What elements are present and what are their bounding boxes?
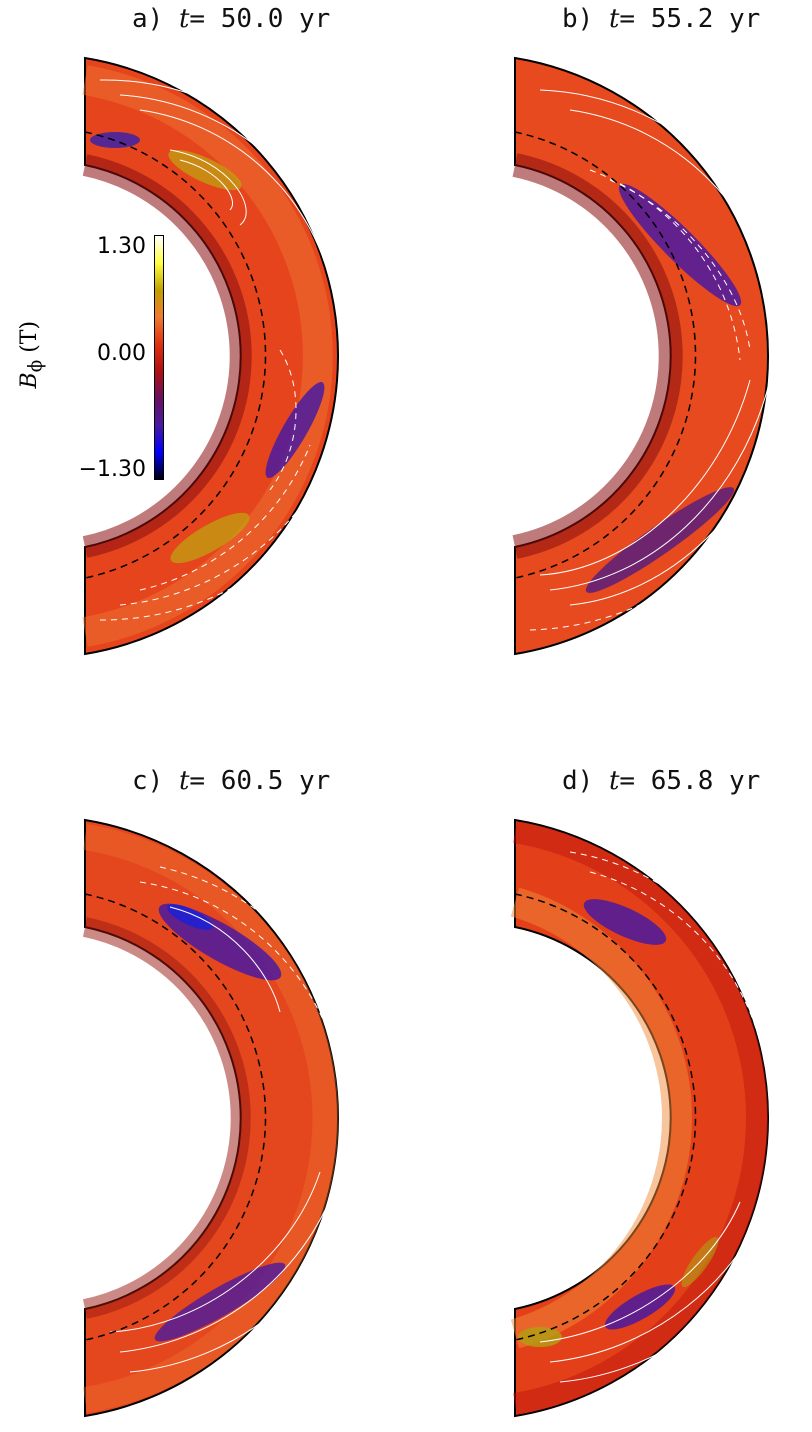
panel-b-value: = 55.2 yr — [619, 4, 761, 34]
panel-d-prefix: d) — [562, 766, 609, 796]
panel-c-feature-south — [154, 1262, 286, 1342]
panel-a-prefix: a) — [132, 4, 179, 34]
panel-c-outer-band — [82, 824, 339, 1413]
colorbar-title-unit: (T) — [17, 320, 43, 360]
colorbar-title: Bϕ (T) — [17, 321, 46, 389]
panel-c-contours — [109, 866, 361, 1373]
panel-b-prefix: b) — [562, 4, 609, 34]
panel-b-inner-band — [512, 153, 683, 559]
panel-a-inner-band — [82, 154, 252, 558]
panel-d-feature-north — [583, 899, 667, 945]
panel-b-feature-north — [618, 183, 742, 307]
panel-c-title: c) t= 60.5 yr — [132, 766, 330, 796]
panel-a-title: a) t= 50.0 yr — [132, 4, 330, 34]
colorbar-max-label: 1.30 — [97, 234, 146, 259]
panel-d-t: t — [608, 766, 620, 796]
panel-d-feature-yellow — [518, 1327, 562, 1347]
panel-b-feature-south — [585, 487, 735, 593]
panel-a-contours — [99, 79, 371, 621]
panel-b-t: t — [608, 4, 620, 34]
panel-a-feature-south — [170, 512, 250, 564]
panel-c-plot — [82, 818, 361, 1418]
colorbar — [154, 235, 164, 480]
panel-c-value: = 60.5 yr — [189, 766, 331, 796]
panel-c-shell — [84, 818, 339, 1418]
panel-c-t: t — [178, 766, 190, 796]
panel-b-contours — [529, 89, 801, 631]
panel-a-plot — [82, 56, 371, 656]
panel-d-value: = 65.8 yr — [619, 766, 761, 796]
panel-a-t: t — [178, 4, 190, 34]
panel-b-plot — [512, 56, 801, 656]
panel-d-plot — [510, 818, 796, 1418]
panel-d-title: d) t= 65.8 yr — [562, 766, 760, 796]
colorbar-min-label: −1.30 — [78, 457, 146, 482]
panel-a-value: = 50.0 yr — [189, 4, 331, 34]
colorbar-title-symbol: B — [17, 372, 43, 389]
panel-d-contours — [539, 851, 796, 1383]
panel-d-outer-band — [513, 821, 768, 1415]
panel-c-feature-north-core — [167, 904, 213, 930]
colorbar-mid-label: 0.00 — [97, 341, 146, 366]
colorbar-title-sub: ϕ — [25, 359, 47, 373]
panel-c-inner-band — [82, 917, 251, 1319]
panel-d-mid-band — [510, 887, 692, 1349]
panel-b-title: b) t= 55.2 yr — [562, 4, 760, 34]
panel-c-prefix: c) — [132, 766, 179, 796]
